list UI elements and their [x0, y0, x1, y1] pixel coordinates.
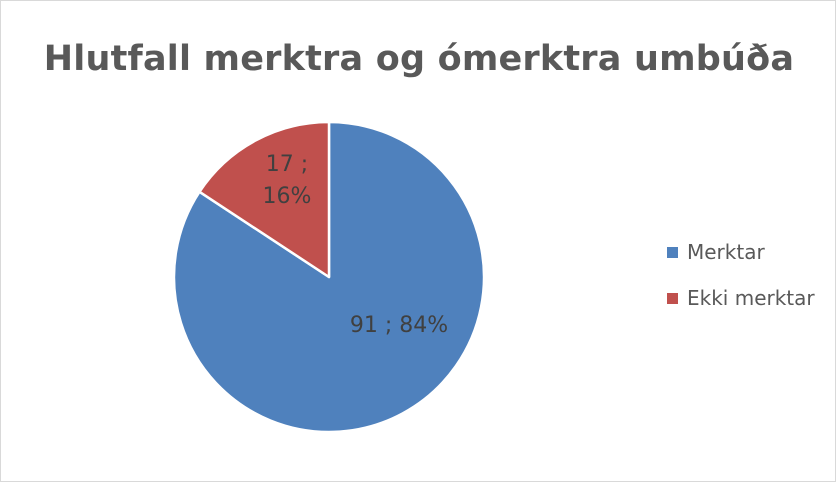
pie-slice-merktar	[172, 120, 486, 434]
legend-item-merktar: Merktar	[667, 240, 815, 264]
legend-item-ekki-merktar: Ekki merktar	[667, 286, 815, 310]
data-label-ekki-merktar: 17 ; 16%	[263, 152, 312, 209]
data-label-merktar: 91 ; 84%	[350, 313, 448, 338]
legend: Merktar Ekki merktar	[667, 240, 815, 333]
pie-labels: 91 ; 84% 17 ; 16%	[263, 152, 449, 338]
legend-swatch-merktar	[667, 246, 678, 258]
legend-label-ekki-merktar: Ekki merktar	[687, 286, 815, 310]
pie-slices	[172, 120, 486, 434]
legend-swatch-ekki-merktar	[667, 292, 678, 304]
legend-label-merktar: Merktar	[687, 240, 765, 264]
pie-slice-ekki-merktar	[198, 120, 331, 279]
chart-title: Hlutfall merktra og ómerktra umbúða	[43, 39, 795, 79]
